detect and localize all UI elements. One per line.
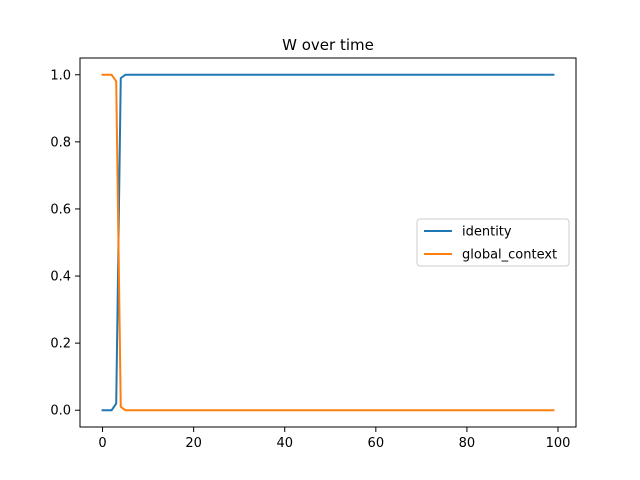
x-axis: 0 20 40 60 80 100 <box>98 427 570 451</box>
legend-label: global_context <box>462 248 557 263</box>
legend-label: identity <box>462 225 512 240</box>
x-tick-label: 0 <box>98 436 106 451</box>
y-tick-label: 0.6 <box>50 202 71 217</box>
x-tick-label: 80 <box>459 436 476 451</box>
legend-box <box>416 218 570 267</box>
legend: identity global_context <box>416 218 570 267</box>
x-tick-label: 20 <box>185 436 202 451</box>
series-line-identity <box>101 73 555 412</box>
y-axis: 0.0 0.2 0.4 0.6 0.8 1.0 <box>50 68 80 419</box>
axes-frame <box>79 57 577 428</box>
x-tick-label: 60 <box>368 436 385 451</box>
chart-title: W over time <box>282 36 374 54</box>
series-layer <box>101 73 555 412</box>
y-tick-label: 0.0 <box>50 404 71 419</box>
y-tick-label: 0.8 <box>50 135 71 150</box>
plot-area: 0 20 40 60 80 100 0.0 0.2 0.4 0.6 0.8 1.0 <box>50 57 577 451</box>
y-tick-label: 0.4 <box>50 270 71 285</box>
series-line-global-context <box>101 73 555 412</box>
x-tick-label: 40 <box>276 436 293 451</box>
x-tick-label: 100 <box>546 436 571 451</box>
y-tick-label: 1.0 <box>50 68 71 83</box>
y-tick-label: 0.2 <box>50 337 71 352</box>
